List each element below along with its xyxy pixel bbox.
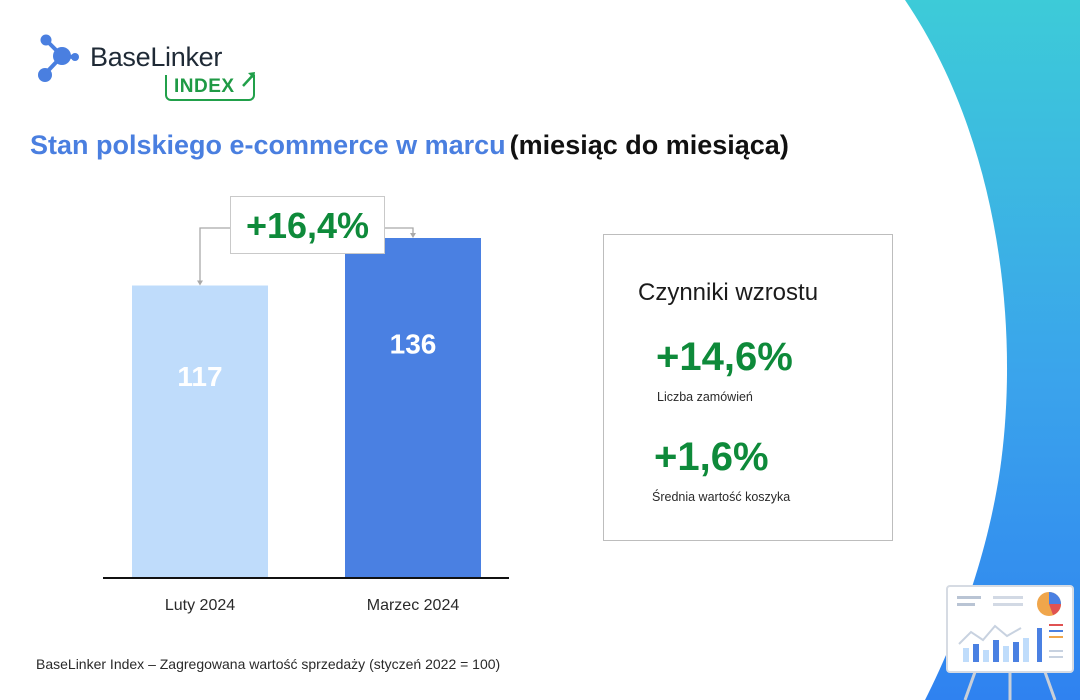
factor-orders-value: +14,6% [656,335,793,379]
bar-1 [132,285,268,578]
growth-factors-panel: Czynniki wzrostu +14,6% Liczba zamówień … [603,234,893,541]
title-sub: (miesiąc do miesiąca) [509,130,789,160]
factors-title: Czynniki wzrostu [638,279,819,306]
bracket-left [199,227,230,284]
factor-basket-value: +1,6% [654,435,769,479]
change-label: +16,4% [230,196,385,254]
bar-value-label: 117 [177,361,222,392]
bracket-arrow-right [410,233,416,238]
page-title: Stan polskiego e-commerce w marcu (miesią… [30,130,789,161]
brand-logo: BaseLinker INDEX [36,34,266,104]
presentation-board-icon [946,585,1074,700]
bracket-right [385,227,414,234]
footnote: BaseLinker Index – Zagregowana wartość s… [36,656,501,672]
brand-name: BaseLinker [90,42,223,72]
factor-basket-label: Średnia wartość koszyka [652,490,791,504]
title-main: Stan polskiego e-commerce w marcu [30,130,506,160]
factor-orders-label: Liczba zamówień [657,390,753,404]
trend-arrow-icon [242,72,255,87]
brand-sub: INDEX [165,75,255,101]
bracket-arrow-left [197,280,203,286]
x-tick-label: Luty 2024 [165,597,235,614]
logo-molecule-icon [38,34,79,82]
bar-value-label: 136 [390,328,437,359]
x-tick-label: Marzec 2024 [367,597,460,614]
bar-2 [345,238,481,578]
